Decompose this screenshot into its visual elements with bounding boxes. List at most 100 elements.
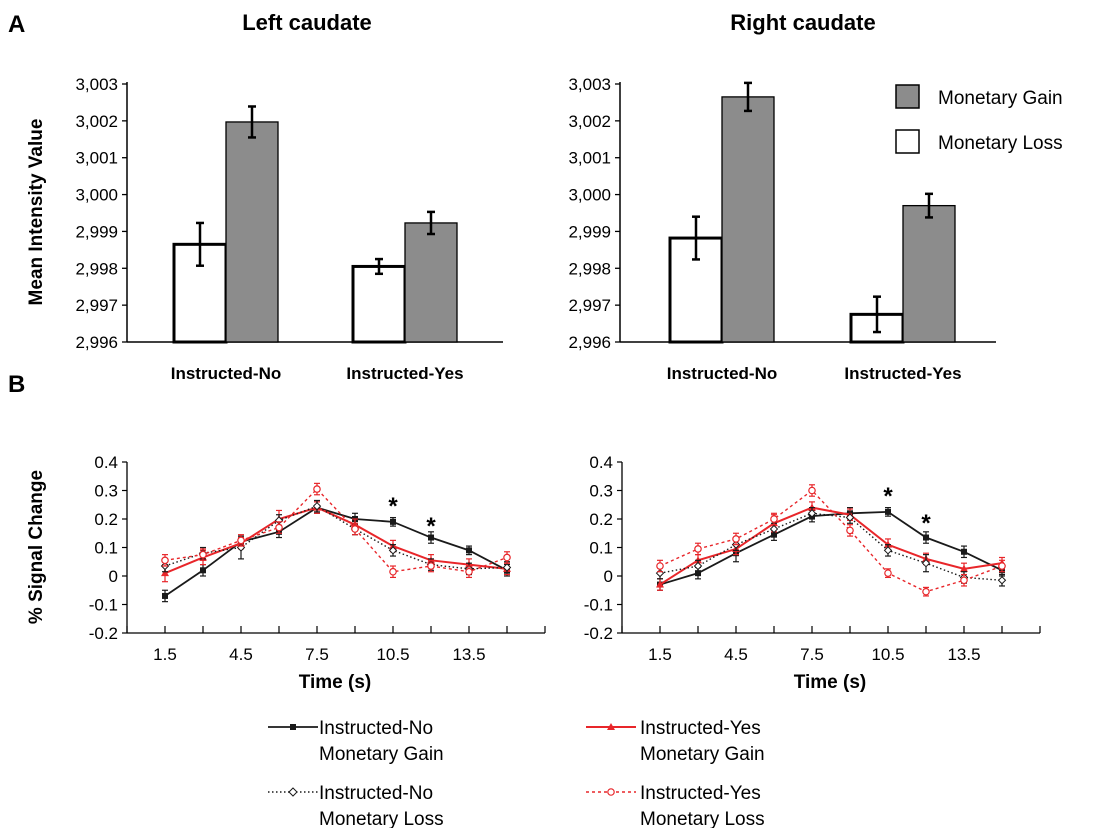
- y-tick-label: 0: [109, 567, 118, 586]
- y-tick-label: 0.4: [589, 453, 613, 472]
- data-point: [275, 523, 283, 532]
- legend-swatch-loss: [895, 129, 920, 154]
- data-point: [923, 534, 929, 541]
- legend-marker: [290, 724, 296, 730]
- bar-chart-left-caudate: Left caudate Mean Intensity Value 2,996 2…: [26, 10, 503, 383]
- bar-monetary-gain: [902, 204, 956, 343]
- series-line: [659, 510, 1003, 586]
- data-point: [769, 524, 779, 534]
- data-point: [770, 515, 778, 523]
- data-point: [922, 587, 930, 596]
- category-label: Instructed-Yes: [346, 364, 463, 383]
- x-tick-label: 7.5: [800, 645, 824, 664]
- y-axis-label: Mean Intensity Value: [26, 119, 47, 306]
- legend-item-instructed-yes-loss: Instructed-Yes Monetary Loss: [586, 783, 765, 828]
- y-tick-label: 3,000: [75, 186, 118, 205]
- y-tick-label: 3,003: [75, 75, 118, 94]
- data-point: [313, 485, 321, 493]
- legend-item-instructed-no-loss: Instructed-No Monetary Loss: [268, 783, 444, 828]
- series-line: [659, 489, 1003, 593]
- data-point: [656, 562, 664, 570]
- data-point: [351, 525, 359, 533]
- legend-text-line1: Instructed-No: [319, 783, 433, 804]
- x-tick-label: 10.5: [871, 645, 904, 664]
- legend-item-instructed-yes-gain: Instructed-Yes Monetary Gain: [586, 718, 765, 765]
- x-tick-label: 13.5: [452, 645, 485, 664]
- x-tick-label: 4.5: [229, 645, 253, 664]
- y-tick-label: 3,002: [568, 112, 611, 131]
- y-tick-label: 3,003: [568, 75, 611, 94]
- y-tick-label: 2,999: [75, 222, 118, 241]
- legend: Monetary Gain Monetary Loss: [895, 84, 1063, 154]
- significance-star: *: [921, 510, 931, 537]
- y-tick-label: 2,996: [568, 333, 611, 352]
- data-point: [465, 567, 473, 576]
- x-axis-label: Time (s): [794, 672, 867, 693]
- data-point: [428, 534, 434, 541]
- legend-text-line1: Instructed-No: [319, 718, 433, 739]
- data-point: [466, 547, 472, 554]
- data-point: [502, 563, 512, 572]
- significance-star: *: [883, 483, 893, 510]
- x-axis-label: Time (s): [299, 672, 372, 693]
- panel-label-a: A: [8, 11, 25, 38]
- bar-monetary-gain: [721, 96, 775, 343]
- chart-title: Right caudate: [730, 10, 875, 35]
- data-point: [961, 548, 967, 555]
- y-tick-label: -0.2: [584, 624, 613, 643]
- bar-monetary-gain: [225, 121, 279, 343]
- legend-text-line1: Instructed-Yes: [640, 718, 761, 739]
- bar-monetary-gain: [404, 222, 458, 343]
- line-chart-right: Time (s) 0.4 0.3 0.2 0.1 0 -0.1 -0.2 1.5 4.5 7.5 1…: [584, 453, 1041, 693]
- data-point: [732, 535, 740, 543]
- legend-marker: [607, 788, 615, 796]
- data-point: [998, 562, 1006, 570]
- data-point: [237, 536, 245, 545]
- data-point: [503, 553, 511, 562]
- data-point: [389, 567, 397, 576]
- x-tick-label: 13.5: [947, 645, 980, 664]
- y-tick-label: 2,997: [568, 296, 611, 315]
- y-tick-label: 2,997: [75, 296, 118, 315]
- data-point: [312, 501, 322, 511]
- legend-text-line1: Instructed-Yes: [640, 783, 761, 804]
- y-tick-label: 0.1: [94, 539, 118, 558]
- chart-title: Left caudate: [242, 10, 372, 35]
- data-point: [656, 580, 664, 588]
- category-label: Instructed-Yes: [844, 364, 961, 383]
- line-legend: Instructed-No Monetary Gain Instructed-Y…: [268, 718, 765, 828]
- y-tick-label: 0.2: [589, 510, 613, 529]
- data-point: [388, 546, 398, 555]
- data-point: [693, 561, 703, 571]
- data-point: [200, 567, 206, 574]
- y-tick-label: 3,000: [568, 186, 611, 205]
- legend-item-instructed-no-gain: Instructed-No Monetary Gain: [268, 718, 444, 765]
- data-point: [695, 570, 701, 577]
- x-tick-label: 4.5: [724, 645, 748, 664]
- significance-star: *: [426, 513, 436, 540]
- y-tick-label: 2,998: [75, 259, 118, 278]
- data-point: [162, 592, 168, 599]
- legend-marker: [288, 787, 298, 797]
- series-line: [164, 488, 508, 573]
- legend-label-gain: Monetary Gain: [938, 88, 1063, 109]
- series-line: [164, 506, 508, 597]
- legend-swatch-gain: [895, 84, 920, 109]
- y-tick-label: 2,996: [75, 333, 118, 352]
- y-tick-label: 0.1: [589, 539, 613, 558]
- legend-text-line2: Monetary Loss: [319, 809, 444, 828]
- category-label: Instructed-No: [171, 364, 282, 383]
- significance-star: *: [388, 493, 398, 520]
- y-tick-label: 0: [604, 567, 613, 586]
- y-tick-label: 0.4: [94, 453, 118, 472]
- legend-marker: [607, 723, 615, 730]
- data-point: [845, 513, 855, 522]
- data-point: [883, 546, 893, 555]
- series-line: [164, 506, 508, 575]
- data-point: [885, 508, 891, 515]
- data-point: [960, 564, 968, 572]
- data-point: [997, 576, 1007, 585]
- legend-text-line2: Monetary Gain: [640, 744, 765, 765]
- y-tick-label: 2,998: [568, 259, 611, 278]
